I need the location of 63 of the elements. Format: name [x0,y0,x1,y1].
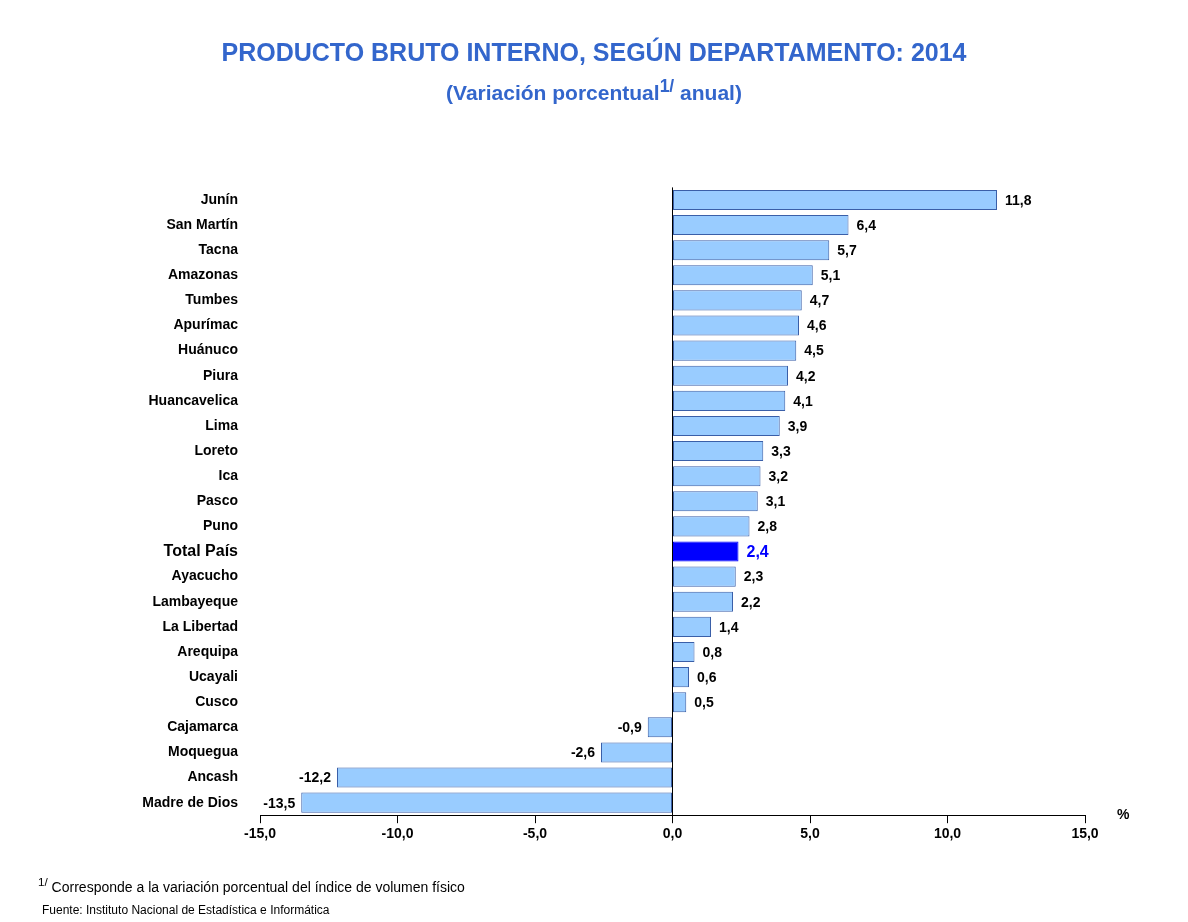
y-tick-label: Cajamarca [167,718,239,735]
data-label: 3,1 [765,493,786,510]
y-tick-label: San Martín [166,215,238,232]
data-label: 11,8 [1005,191,1032,208]
data-label: 4,7 [809,292,830,309]
x-axis-title: % [1117,806,1130,823]
y-tick-label: Tumbes [185,291,239,308]
y-tick-label: Apurímac [173,316,239,333]
data-label: 2,3 [743,568,764,585]
data-label: 2,4 [746,542,769,560]
data-label: 3,9 [787,417,808,434]
y-tick-label: Junín [200,190,238,207]
source-note: Fuente: Instituto Nacional de Estadística e Informática [42,903,330,917]
y-tick-label: Arequipa [177,642,239,659]
x-tick-label: 10,0 [933,825,962,842]
data-label: -13,5 [263,794,296,811]
data-label: 3,2 [768,468,789,485]
text: $^{1/}$ Corresponde a la variación porcentual del índice de volumen físico [38,875,465,895]
chart-title: PRODUCTO BRUTO INTERNO, SEGÚN DEPARTAMENTO: 2014 [220,38,968,67]
data-label: 4,2 [796,367,816,384]
data-label: 0,6 [697,668,717,685]
y-tick-label: Huancavelica [148,391,239,408]
data-label: 2,8 [757,518,778,535]
y-tick-label: Madre de Dios [142,793,239,810]
y-tick-label: Pasco [196,492,238,509]
data-label: 3,3 [771,442,791,459]
bar [673,541,739,562]
y-tick-label: Piura [202,366,239,383]
y-tick-label: Ica [218,467,239,484]
y-tick-label: Huánuco [178,341,238,358]
data-label: 4,6 [807,317,827,334]
y-tick-label: Lima [205,416,239,433]
x-tick-label: -10,0 [381,825,414,842]
x-tick-label: -15,0 [244,825,277,842]
x-tick-label: -5,0 [522,825,548,842]
data-label: 1,4 [719,618,739,635]
y-tick-label: Ayacucho [171,567,238,584]
data-label: -0,9 [617,719,642,736]
data-label: 5,1 [820,267,841,284]
chart-subtitle: (Variación porcentual$^{1/}$ anual) [445,76,743,105]
y-tick-label: Tacna [198,241,239,258]
y-tick-label: Ancash [187,768,238,785]
data-label: 4,5 [804,342,824,359]
x-tick-label: 0,0 [662,825,683,842]
data-label: 6,4 [856,216,877,233]
y-tick-label: La Libertad [162,617,238,634]
y-tick-label: Lambayeque [152,592,239,609]
y-tick-label: Total País [163,541,239,559]
x-tick-label: 5,0 [800,825,820,842]
data-label: 0,5 [694,694,714,711]
data-label: 4,1 [793,392,813,409]
y-tick-label: Loreto [194,441,238,458]
x-tick-label: 15,0 [1071,825,1099,842]
data-label: 2,2 [741,593,761,610]
data-label: 0,8 [702,643,723,660]
data-label: -2,6 [570,744,596,761]
y-tick-label: Puno [203,517,238,534]
y-tick-label: Cusco [195,693,238,710]
y-tick-label: Amazonas [167,266,239,283]
data-label: -12,2 [299,769,332,786]
data-label: 5,7 [837,242,857,259]
y-tick-label: Ucayali [188,667,238,684]
y-tick-label: Moquegua [168,743,239,760]
